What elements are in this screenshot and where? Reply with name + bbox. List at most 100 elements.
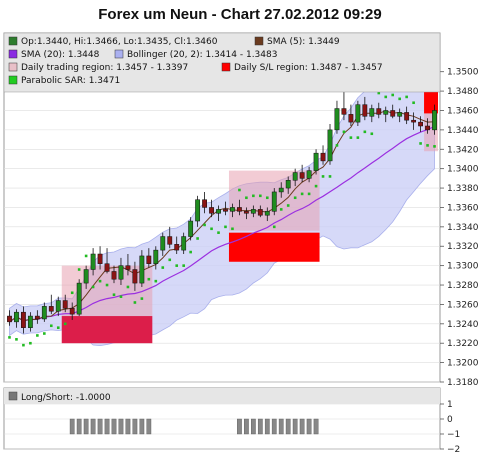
candle: [292, 168, 298, 187]
sar-dot: [175, 264, 179, 267]
candle-body: [285, 180, 291, 189]
sar-dot: [182, 264, 185, 267]
candle: [27, 312, 33, 332]
sar-dot: [91, 285, 95, 289]
candle: [299, 164, 305, 183]
candle-body: [271, 191, 277, 212]
candle: [41, 302, 47, 322]
candle: [14, 309, 19, 328]
candle: [223, 201, 228, 216]
indicator-bar: [237, 418, 242, 435]
candle-body: [97, 253, 103, 264]
candle: [174, 236, 180, 254]
legend-label: Daily S/L region: 1.3487 - 1.3457: [234, 63, 383, 73]
sar-dot: [363, 130, 367, 134]
indicator-bar: [299, 418, 305, 435]
candle-body: [14, 311, 19, 323]
legend-label: Op:1.3440, Hi:1.3466, Lo:1.3435, Cl:1.34…: [21, 37, 218, 47]
candle-body: [292, 172, 298, 181]
legend-label: SMA (20): 1.3448: [21, 50, 100, 60]
candle-body: [355, 104, 361, 123]
indicator-tick-label: 0: [447, 415, 453, 425]
sar-dot: [112, 293, 116, 297]
legend-item: SMA (5): 1.3449: [254, 36, 340, 47]
sar-dot: [77, 268, 81, 271]
legend-background: [3, 32, 441, 93]
candle-body: [432, 110, 437, 131]
sar-dot: [63, 322, 67, 326]
legend-label: Bollinger (20, 2): 1.3414 - 1.3483: [127, 50, 277, 60]
sar-dot: [245, 196, 248, 200]
sar-dot: [49, 324, 53, 328]
price-tick-label: 1.3500: [447, 68, 479, 78]
candle: [383, 106, 389, 123]
sar-dot: [168, 258, 172, 262]
sar-dot: [419, 142, 422, 145]
candle-body: [167, 236, 173, 245]
price-tick-label: 1.3240: [447, 320, 479, 330]
indicator-bar: [244, 418, 249, 435]
sar-dot: [8, 336, 11, 339]
candle: [404, 106, 410, 125]
sar-dot: [203, 223, 206, 227]
candle-body: [55, 300, 61, 312]
sar-dot: [265, 196, 269, 200]
candle-body: [104, 263, 110, 272]
candle: [48, 294, 54, 315]
sar-dot: [147, 277, 151, 281]
candle: [320, 145, 326, 165]
legend-item: SMA (20): 1.3448: [8, 49, 100, 60]
indicator-bar: [292, 418, 298, 435]
candle-body: [27, 315, 33, 328]
indicator-bar: [139, 418, 145, 435]
candle: [139, 250, 145, 287]
sar-dot: [405, 95, 408, 99]
sar-dot: [384, 95, 388, 99]
sar-dot: [98, 279, 102, 283]
indicator-bar: [271, 418, 277, 435]
candle-body: [188, 220, 194, 237]
sar-dot: [279, 208, 283, 211]
price-tick-label: 1.3440: [447, 126, 479, 136]
sar-dot: [22, 343, 25, 347]
indicator-bar: [90, 418, 96, 435]
candle-body: [83, 269, 89, 284]
sar-dot: [342, 130, 346, 134]
candle-body: [250, 209, 256, 214]
sar-dot: [126, 285, 130, 289]
candle: [21, 306, 26, 334]
price-tick-label: 1.3460: [447, 106, 479, 116]
legend-swatch: [8, 75, 18, 85]
indicator-y-axis: 1 0 −1 −2: [440, 400, 460, 455]
indicator-tick-label: −2: [447, 445, 460, 455]
parabolic-sar-series: [8, 91, 436, 347]
sar-dot: [196, 237, 199, 240]
sar-dot: [286, 204, 290, 207]
candle-body: [383, 110, 389, 115]
sar-dot: [412, 101, 415, 105]
candle: [355, 100, 361, 126]
candle-body: [41, 306, 47, 320]
sar-dot: [259, 194, 262, 198]
candle: [188, 217, 194, 241]
candle: [132, 261, 138, 291]
candle-body: [390, 110, 396, 117]
candle-body: [223, 209, 228, 212]
price-tick-label: 1.3260: [447, 300, 479, 310]
indicator-bar: [132, 418, 138, 435]
legend-label: SMA (5): 1.3449: [267, 37, 340, 47]
candle-body: [313, 152, 319, 171]
price-y-axis: 1.3500 1.3480 1.3460 1.3440 1.3420 1.3400 1.33…: [440, 68, 479, 388]
candle-body: [181, 236, 187, 251]
sar-dot: [140, 297, 144, 300]
price-tick-label: 1.3200: [447, 359, 479, 369]
indicator-bar: [257, 418, 263, 435]
sar-dot: [119, 295, 123, 298]
sar-dot: [56, 326, 60, 329]
candle-body: [7, 315, 12, 323]
candle-body: [376, 108, 382, 115]
region-layer: [61, 84, 438, 344]
candle-body: [174, 244, 180, 251]
indicator-legend-swatch: [8, 391, 18, 401]
